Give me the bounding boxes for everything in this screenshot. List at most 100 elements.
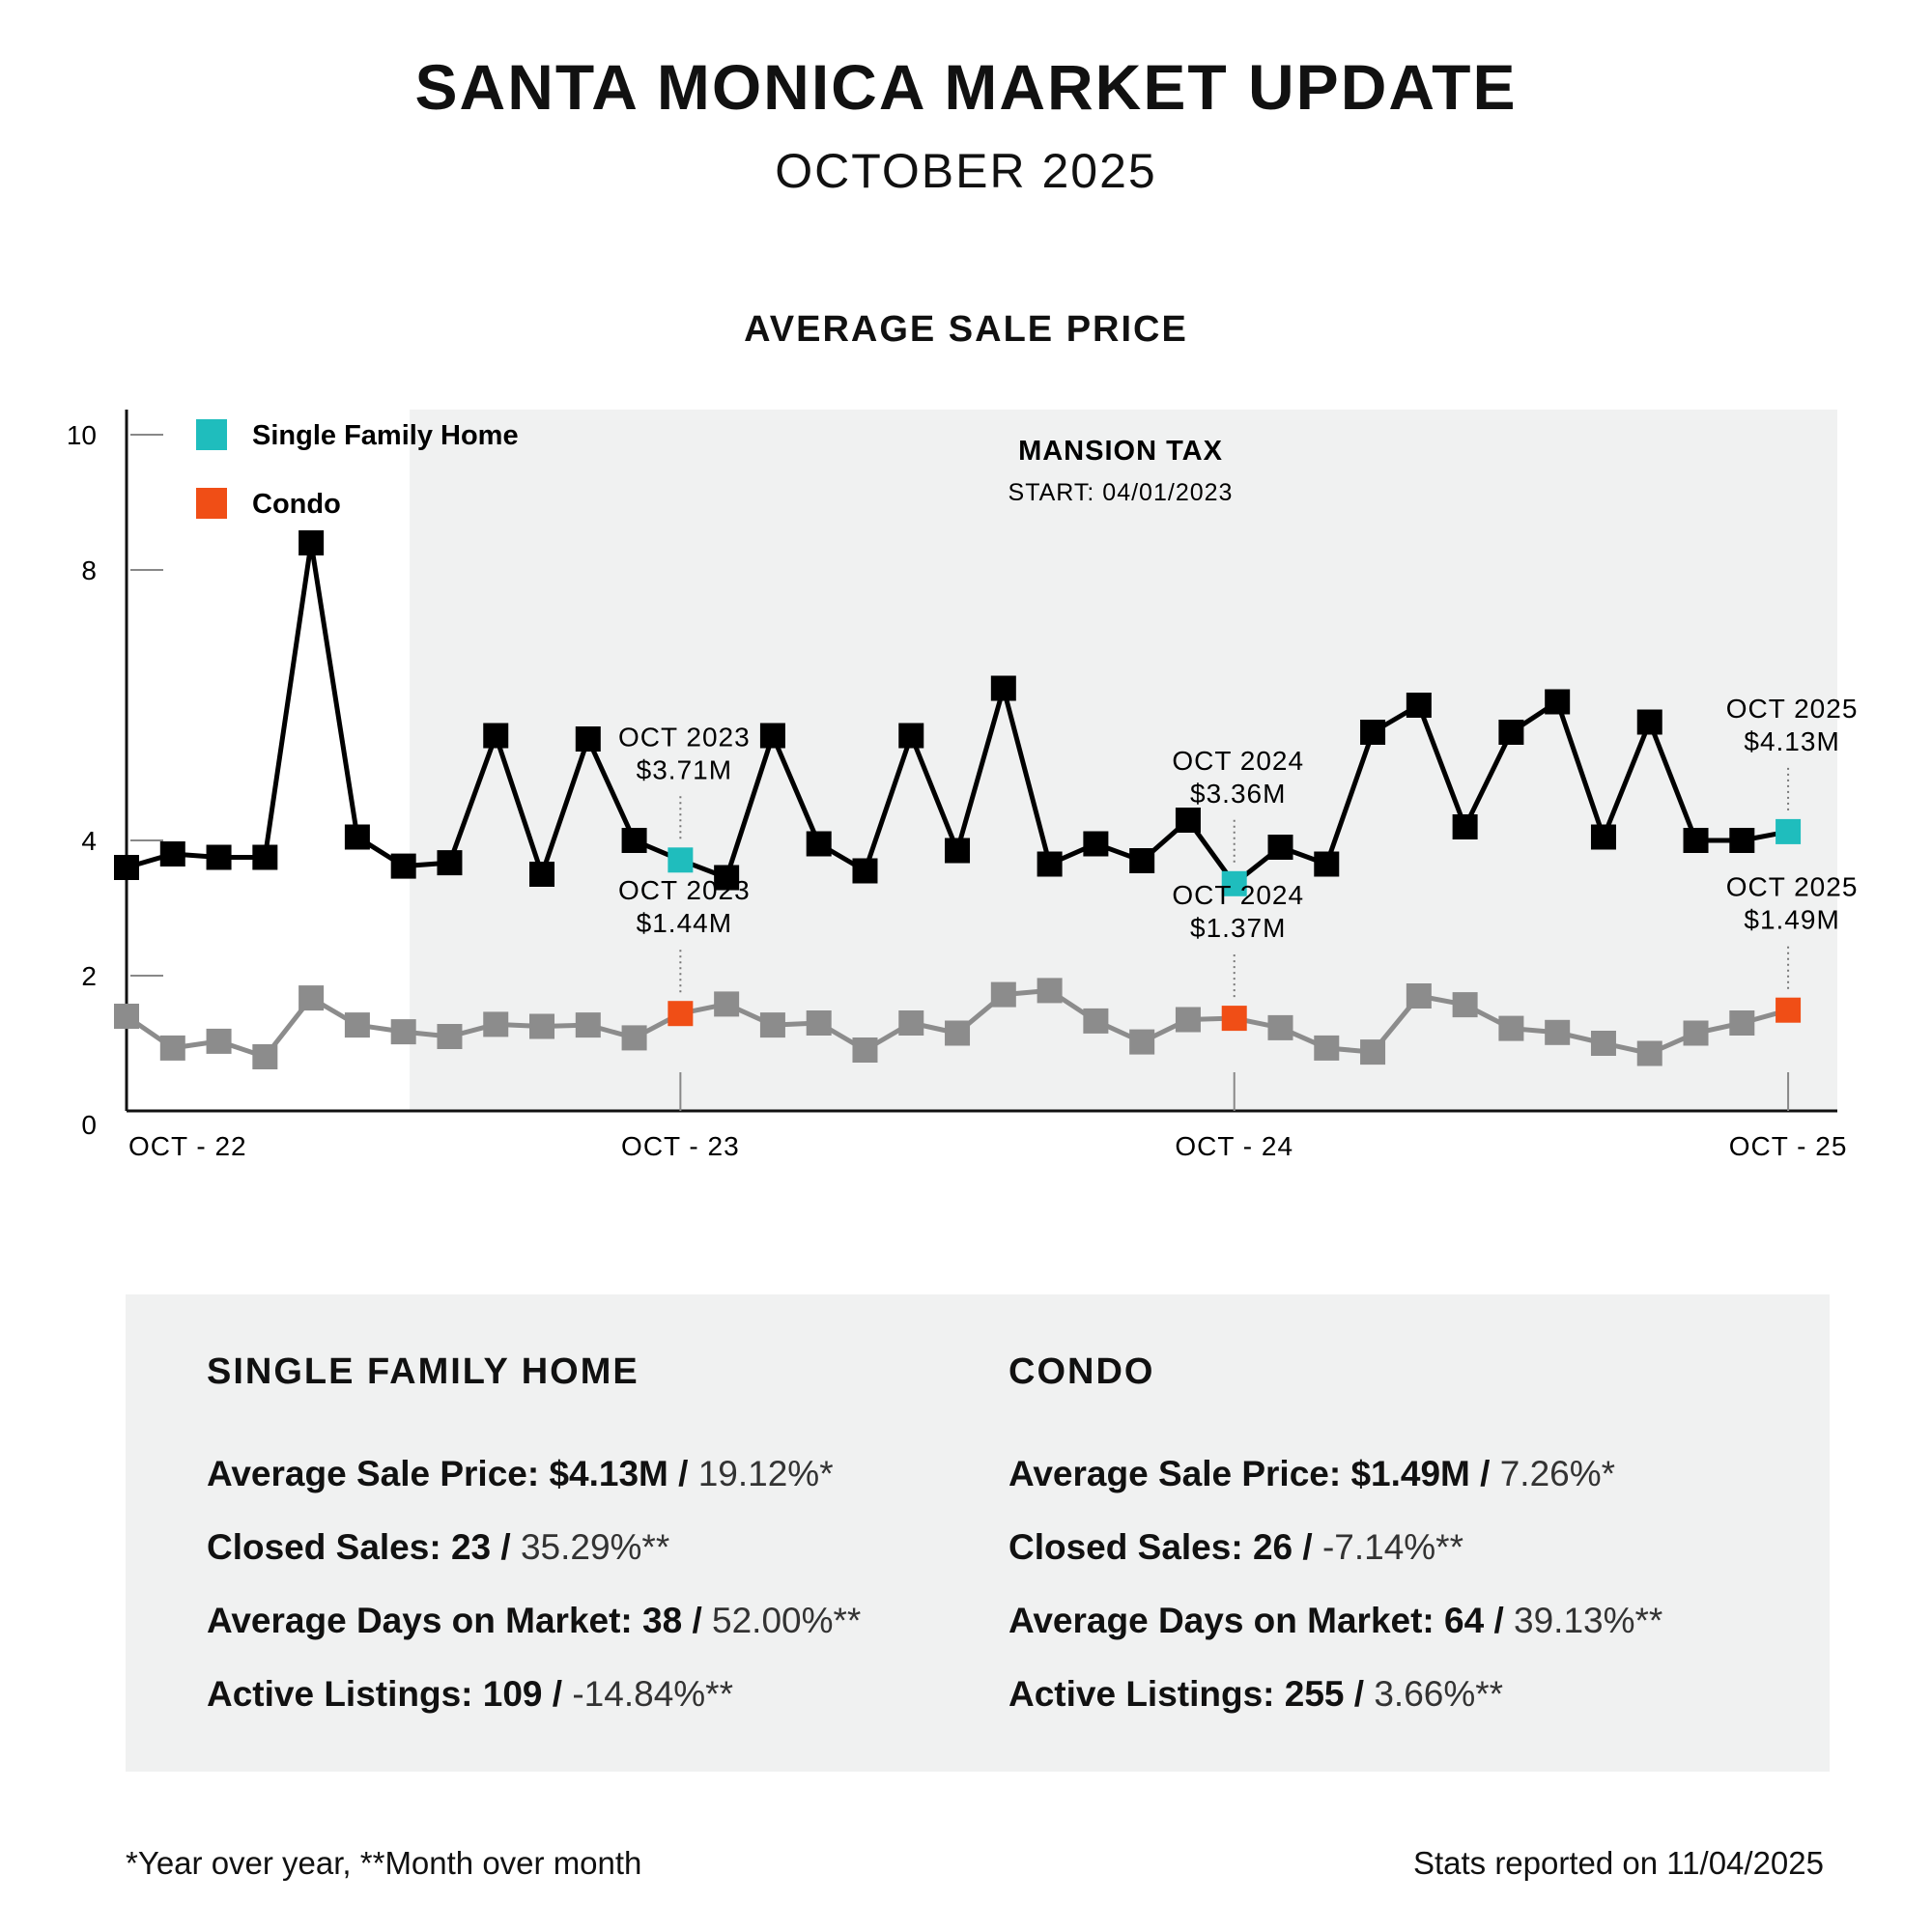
condo-avg-days-on-market: Average Days on Market: 64 / 39.13%** [1009, 1584, 1662, 1658]
data-point [898, 723, 924, 749]
data-point [1129, 1029, 1155, 1055]
data-point [1545, 1019, 1571, 1045]
data-point [298, 985, 325, 1011]
y-tick-label: 0 [81, 1110, 97, 1140]
data-point [621, 828, 647, 853]
data-point [1175, 1007, 1201, 1033]
data-point [1037, 851, 1063, 877]
data-point [1314, 851, 1340, 877]
data-point [852, 1037, 878, 1063]
x-tick-label: OCT - 24 [1175, 1131, 1293, 1161]
x-tick-label: OCT - 22 [128, 1131, 247, 1161]
data-point [159, 841, 185, 867]
data-point [483, 723, 509, 749]
stat-label: Average Days on Market: [207, 1600, 633, 1640]
stat-change: 3.66%** [1374, 1673, 1504, 1714]
data-point [437, 1024, 463, 1049]
highlight-point [1221, 870, 1247, 896]
annotation-date: OCT 2023 [618, 875, 751, 905]
data-point [806, 1010, 832, 1036]
data-point [1498, 720, 1524, 745]
condo-stats: CONDO Average Sale Price: $1.49M / 7.26%… [1009, 1350, 1662, 1731]
highlight-point [1776, 818, 1802, 844]
stat-value: 38 [642, 1600, 683, 1640]
data-point [621, 1025, 647, 1051]
footnote: *Year over year, **Month over month [126, 1845, 642, 1881]
annotation-value: $1.49M [1744, 905, 1839, 935]
data-point [529, 1013, 555, 1039]
legend-label-condo: Condo [252, 489, 341, 520]
stat-change: 7.26%* [1499, 1453, 1616, 1493]
data-point [206, 1028, 232, 1054]
stat-label: Active Listings: [1009, 1673, 1275, 1714]
stat-change: 35.29%** [520, 1526, 670, 1567]
data-point [990, 675, 1016, 701]
data-point [114, 855, 139, 880]
data-point [252, 1044, 278, 1069]
data-point [1406, 983, 1432, 1009]
condo-active-listings: Active Listings: 255 / 3.66%** [1009, 1658, 1662, 1731]
data-point [759, 723, 785, 749]
stat-separator: / [692, 1600, 702, 1640]
average-sale-price-chart: MANSION TAX START: 04/01/2023 0 2 4 8 10 OCT - … [67, 410, 1859, 1161]
condo-avg-sale-price: Average Sale Price: $1.49M / 7.26%* [1009, 1437, 1662, 1511]
annotation-value: $4.13M [1744, 726, 1839, 756]
stat-value: 23 [450, 1526, 492, 1567]
data-point [1636, 709, 1662, 735]
stat-separator: / [678, 1453, 689, 1493]
y-tick-label: 4 [81, 826, 97, 856]
stat-separator: / [1353, 1673, 1365, 1714]
data-point [1683, 828, 1709, 853]
data-point [344, 1012, 370, 1038]
data-point [390, 853, 416, 879]
data-point [298, 530, 325, 555]
stat-separator: / [1480, 1453, 1491, 1493]
data-point [1129, 848, 1155, 873]
legend-swatch-condo [196, 488, 227, 519]
data-point [159, 1035, 185, 1061]
stat-separator: / [552, 1673, 563, 1714]
mansion-tax-start-label: START: 04/01/2023 [1009, 479, 1234, 506]
highlight-point [1776, 997, 1802, 1023]
stat-value: 64 [1444, 1600, 1485, 1640]
data-point [714, 991, 740, 1017]
data-point [1545, 689, 1571, 715]
data-point [1175, 808, 1201, 833]
stat-value: 26 [1252, 1526, 1293, 1567]
stat-change: 39.13%** [1514, 1600, 1663, 1640]
stat-label: Average Days on Market: [1009, 1600, 1435, 1640]
data-point [1729, 1010, 1755, 1036]
data-point [1314, 1035, 1340, 1061]
y-tick-label: 8 [81, 555, 97, 585]
stats-panel: SINGLE FAMILY HOME Average Sale Price: $… [126, 1294, 1830, 1772]
chart-title: AVERAGE SALE PRICE [744, 309, 1188, 350]
data-point [1452, 814, 1478, 839]
data-point [1498, 1015, 1524, 1041]
stat-separator: / [500, 1526, 511, 1567]
stat-label: Average Sale Price: [1009, 1453, 1342, 1493]
data-point [1683, 1020, 1709, 1046]
data-point [483, 1011, 509, 1037]
sfh-heading: SINGLE FAMILY HOME [207, 1351, 639, 1392]
data-point [1590, 824, 1616, 850]
data-point [1267, 835, 1293, 860]
annotation-date: OCT 2025 [1726, 872, 1859, 902]
annotation-value: $1.37M [1190, 913, 1286, 943]
mansion-tax-region [410, 410, 1838, 1111]
data-point [1452, 992, 1478, 1018]
data-point [1729, 828, 1755, 853]
data-point [390, 1019, 416, 1045]
data-point [1360, 1039, 1386, 1065]
data-point [1590, 1031, 1616, 1056]
data-point [945, 838, 971, 864]
stat-change: -14.84%** [572, 1673, 733, 1714]
x-tick-label: OCT - 25 [1729, 1131, 1848, 1161]
stat-value: $1.49M [1350, 1453, 1470, 1493]
data-point [529, 862, 555, 887]
condo-closed-sales: Closed Sales: 26 / -7.14%** [1009, 1511, 1662, 1584]
data-point [344, 824, 370, 850]
data-point [1360, 720, 1386, 745]
data-point [575, 726, 601, 752]
highlight-point [668, 847, 694, 873]
stat-value: 255 [1284, 1673, 1345, 1714]
